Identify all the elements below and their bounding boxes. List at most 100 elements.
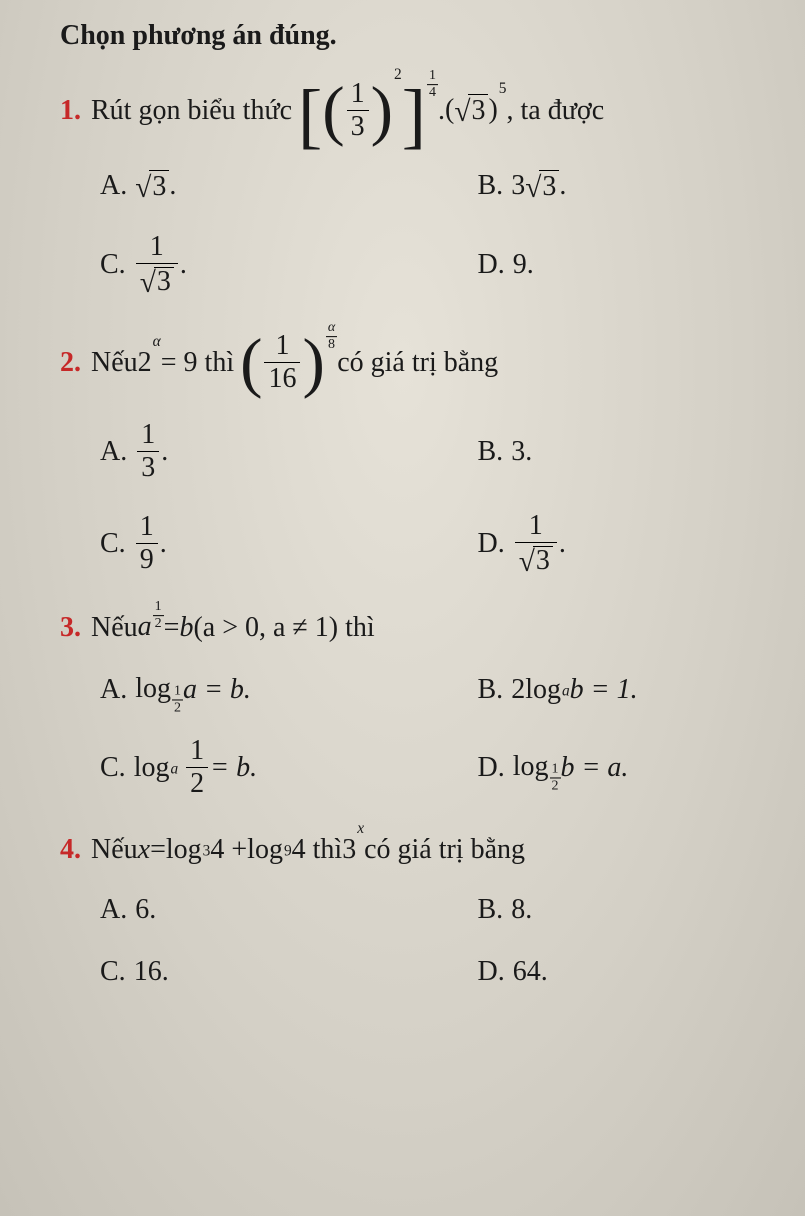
q2-pexp-num: α (326, 321, 337, 336)
q2-alpha: α (153, 333, 161, 351)
q2-num: 2. (60, 347, 81, 379)
q2-option-b[interactable]: B. 3. (478, 421, 776, 482)
q3-b-arg: b = 1. (570, 674, 638, 706)
q1-b-suffix: . (559, 170, 566, 202)
q3-option-d[interactable]: D. log 12 b = a. (478, 737, 776, 798)
q3-b-log: log (525, 674, 561, 706)
q1-outer-exp-num: 1 (427, 69, 438, 84)
q2-b-label: B. (478, 436, 504, 468)
q4-option-b[interactable]: B. 8. (478, 894, 776, 926)
q1-dot: . (438, 95, 445, 127)
q2-a-suffix: . (161, 436, 168, 468)
q3-num: 3. (60, 612, 81, 644)
q3-d-log: log (513, 751, 549, 783)
q3-b-label: B. (478, 674, 504, 706)
q3-b-sub: a (562, 683, 570, 701)
q4-sub2: 9 (284, 843, 292, 861)
q1-a-suffix: . (169, 170, 176, 202)
q1-c-num: 1 (146, 233, 168, 263)
q2-d-num: 1 (525, 512, 547, 542)
q1-tail: , ta được (507, 95, 605, 127)
q1-option-a[interactable]: A. √3 . (100, 170, 398, 203)
q4-a-label: A. (100, 894, 127, 926)
q3-lead: Nếu (91, 612, 138, 644)
question-3: 3. Nếu a 1 2 = b (a > 0, a ≠ 1) thì (60, 611, 775, 645)
q3-exp-den: 2 (153, 616, 164, 632)
question-4: 4. Nếu x = log 3 4 + log 9 4 thì 3 x có … (60, 834, 775, 866)
q1-inner-exp: 2 (394, 66, 402, 84)
q4-eq: = (150, 834, 166, 866)
q1-c-den: 3 (154, 267, 174, 296)
q4-x: x (138, 834, 150, 866)
q2-option-a[interactable]: A. 1 3 . (100, 421, 398, 482)
q2-pfrac-den: 16 (264, 362, 300, 393)
q3-b-pre: 2 (511, 674, 525, 706)
q1-option-d[interactable]: D. 9. (478, 233, 776, 296)
q2-pfrac-num: 1 (271, 332, 293, 362)
q2-a-num: 1 (137, 421, 159, 451)
q2-d-den: 3 (533, 546, 553, 575)
q2-c-suffix: . (160, 528, 167, 560)
q4-text: Nếu x = log 3 4 + log 9 4 thì 3 x có giá… (91, 834, 525, 866)
q3-a-sub-d: 2 (172, 700, 183, 716)
q3-c-arg: = b. (210, 752, 257, 784)
q3-option-a[interactable]: A. log 12 a = b. (100, 673, 398, 707)
q3-a-arg: a = b. (183, 674, 251, 706)
q4-lead: Nếu (91, 834, 138, 866)
q1-c-suffix: . (180, 249, 187, 281)
q4-c-text: 16. (134, 956, 169, 988)
q1-b-label: B. (478, 170, 504, 202)
q3-exp-num: 1 (153, 601, 164, 616)
q1-option-b[interactable]: B. 3 √3 . (478, 170, 776, 203)
q4-b-text: 8. (511, 894, 532, 926)
q1-frac-num: 1 (347, 80, 369, 110)
q3-option-c[interactable]: C. log a 1 2 = b. (100, 737, 398, 798)
q4-sub1: 3 (203, 843, 211, 861)
q3-d-sub-d: 2 (550, 777, 561, 793)
q1-frac-den: 3 (347, 110, 369, 141)
q1-b-coef: 3 (511, 170, 525, 202)
q2-a-label: A. (100, 436, 127, 468)
q1-option-c[interactable]: C. 1 √3 . (100, 233, 398, 296)
q2-c-num: 1 (136, 513, 158, 543)
q4-tail: có giá trị bằng (364, 834, 525, 866)
q1-options: A. √3 . B. 3 √3 . C. 1 √3 . D. 9. (100, 170, 775, 296)
q2-lead: Nếu (91, 347, 138, 379)
q3-option-b[interactable]: B. 2 log a b = 1. (478, 673, 776, 707)
q2-eq: = 9 thì (161, 347, 234, 379)
q2-option-c[interactable]: C. 1 9 . (100, 512, 398, 575)
q4-three: 3 (342, 834, 356, 866)
q1-expression: [ ( 1 3 ) 2 ] 1 4 . (298, 80, 506, 142)
question-2: 2. Nếu 2 α = 9 thì ( 1 16 ) α 8 (60, 332, 775, 393)
q3-d-arg: b = a. (561, 752, 629, 784)
q1-a-sqrt: 3 (149, 170, 169, 203)
q3-c-frac-d: 2 (186, 767, 208, 798)
q4-option-a[interactable]: A. 6. (100, 894, 398, 926)
q2-c-label: C. (100, 528, 126, 560)
q2-option-d[interactable]: D. 1 √3 . (478, 512, 776, 575)
q3-options: A. log 12 a = b. B. 2 log a b = 1. C. lo… (100, 673, 775, 798)
q2-base: 2 (138, 347, 152, 379)
q2-b-text: 3. (511, 436, 532, 468)
q1-sqrt-exp: 5 (499, 81, 507, 99)
q2-options: A. 1 3 . B. 3. C. 1 9 . D. 1 √3 . (100, 421, 775, 575)
q4-option-d[interactable]: D. 64. (478, 956, 776, 988)
q1-sqrt-val: 3 (468, 94, 488, 127)
q4-d-label: D. (478, 956, 505, 988)
q1-a-label: A. (100, 170, 127, 202)
q3-eq: = (164, 612, 180, 644)
q3-b: b (179, 612, 193, 644)
q1-lead: Rút gọn biểu thức (91, 95, 292, 127)
q1-b-sqrt: 3 (539, 170, 559, 203)
q3-d-sub-n: 1 (550, 762, 561, 777)
q4-arg2: 4 thì (292, 834, 343, 866)
q4-d-text: 64. (513, 956, 548, 988)
q4-num: 4. (60, 834, 81, 866)
q2-d-suffix: . (559, 528, 566, 560)
q1-num: 1. (60, 95, 81, 127)
q2-c-den: 9 (136, 543, 158, 574)
q4-option-c[interactable]: C. 16. (100, 956, 398, 988)
q4-c-label: C. (100, 956, 126, 988)
q2-tail: có giá trị bằng (337, 347, 498, 379)
q2-d-label: D. (478, 528, 505, 560)
